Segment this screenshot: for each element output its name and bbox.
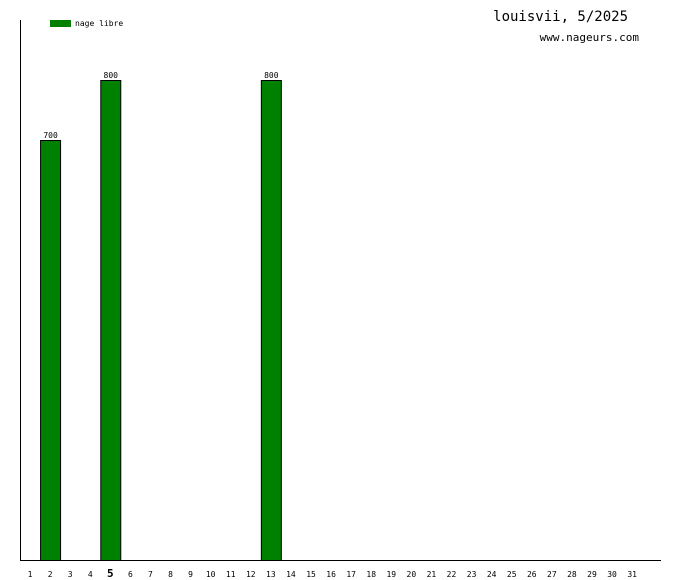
x-tick-label: 11 [226, 570, 236, 579]
x-tick-label: 22 [447, 570, 457, 579]
bar-day-2 [40, 140, 62, 561]
legend-swatch-nage-libre [50, 19, 71, 27]
x-tick-label: 1 [28, 570, 33, 579]
x-tick-label: 31 [627, 570, 637, 579]
x-tick-label: 6 [128, 570, 133, 579]
x-tick-label: 28 [567, 570, 577, 579]
x-tick-label: 18 [366, 570, 376, 579]
x-tick-label: 20 [407, 570, 417, 579]
x-tick-label: 2 [48, 570, 53, 579]
x-tick-label: 21 [427, 570, 437, 579]
x-tick-label: 19 [386, 570, 396, 579]
x-tick-label: 4 [88, 570, 93, 579]
x-tick-label: 13 [266, 570, 276, 579]
x-tick-label: 8 [168, 570, 173, 579]
bar-value-label: 700 [43, 131, 58, 140]
bar-day-5 [100, 80, 122, 561]
x-tick-label: 26 [527, 570, 537, 579]
legend-label-nage-libre: nage libre [75, 18, 124, 28]
value-labels-layer: 700 800 800 [43, 71, 278, 140]
bar-value-label: 800 [264, 71, 279, 80]
x-tick-label: 14 [286, 570, 296, 579]
x-tick-labels-layer: 1 2 3 4 5 6 7 8 9 10 11 12 13 14 15 16 17 18 19 20 21 22 23 24 2… [28, 567, 638, 580]
x-tick-label: 12 [246, 570, 256, 579]
legend: nage libre [50, 17, 123, 29]
x-tick-label: 3 [68, 570, 73, 579]
chart-title: louisvii, 5/2025 [493, 9, 628, 25]
x-tick-label: 16 [326, 570, 336, 579]
x-tick-label: 15 [306, 570, 316, 579]
x-tick-label: 24 [487, 570, 497, 579]
bar-day-13 [260, 80, 282, 561]
x-tick-label: 25 [507, 570, 517, 579]
site-url: www.nageurs.com [539, 31, 639, 44]
x-tick-label: 27 [547, 570, 557, 579]
x-tick-label: 9 [188, 570, 193, 579]
bar-value-label: 800 [104, 71, 119, 80]
x-tick-label: 23 [467, 570, 477, 579]
x-tick-label: 10 [206, 570, 216, 579]
x-tick-label: 7 [148, 570, 153, 579]
x-tick-label: 5 [107, 567, 114, 580]
x-tick-label: 30 [607, 570, 617, 579]
x-tick-label: 29 [587, 570, 597, 579]
x-tick-label: 17 [346, 570, 356, 579]
bars-layer [40, 80, 282, 561]
